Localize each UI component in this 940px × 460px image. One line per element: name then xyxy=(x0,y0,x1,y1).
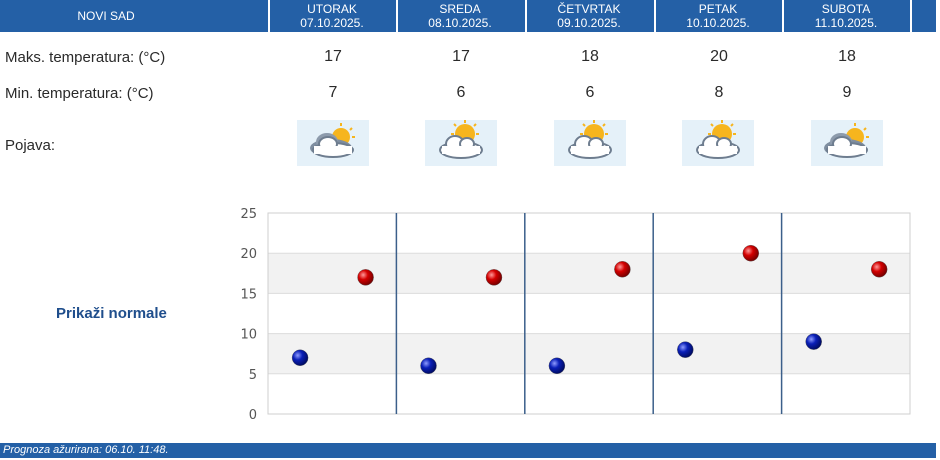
max-temp-value: 20 xyxy=(710,48,728,65)
min-temp-marker xyxy=(291,349,309,366)
day-date: 07.10.2025. xyxy=(300,16,364,30)
max-temp-marker xyxy=(485,269,503,286)
plot-band xyxy=(268,333,910,374)
min-temp-marker xyxy=(420,357,437,374)
day-name: PETAK xyxy=(698,2,738,16)
day-name: UTORAK xyxy=(307,2,357,16)
plot-frame xyxy=(267,212,911,415)
min-temp-value: 8 xyxy=(714,84,724,101)
min-temp-value: 6 xyxy=(456,84,466,101)
day-name: SUBOTA xyxy=(821,2,871,16)
partly-sunny-icon xyxy=(425,120,497,166)
y-tick-label: 20 xyxy=(240,247,257,262)
y-tick-label: 15 xyxy=(240,287,257,302)
max-temp-value: 17 xyxy=(324,48,342,65)
max-temp-marker xyxy=(742,244,759,262)
phenomenon-label: Pojava: xyxy=(5,137,56,154)
day-header-2: ČETVRTAK 09.10.2025. xyxy=(525,0,651,32)
partly-sunny-icon xyxy=(554,120,626,166)
day-header-4: SUBOTA 11.10.2025. xyxy=(782,0,908,32)
plot-band xyxy=(268,253,910,294)
max-temp-value: 18 xyxy=(838,48,856,65)
day-date: 09.10.2025. xyxy=(557,16,621,30)
forecast-updated: Prognoza ažurirana: 06.10. 11:48. xyxy=(0,443,936,458)
min-temp-marker xyxy=(548,357,566,374)
plot-band xyxy=(268,373,910,414)
max-temp-value: 17 xyxy=(452,48,470,65)
city-name: NOVI SAD xyxy=(77,9,135,23)
min-temp-marker xyxy=(805,333,822,350)
forecast-header: NOVI SAD UTORAK 07.10.2025. SREDA 08.10.… xyxy=(0,0,936,32)
min-temp-value: 7 xyxy=(328,84,338,101)
day-name: ČETVRTAK xyxy=(557,2,621,16)
partly-cloudy-icon xyxy=(297,120,369,166)
max-temp-marker xyxy=(614,261,631,278)
partly-cloudy-icon xyxy=(811,120,883,166)
plot-band xyxy=(268,293,910,334)
min-temp-value: 6 xyxy=(585,84,595,101)
y-tick-label: 10 xyxy=(240,328,257,343)
day-header-3: PETAK 10.10.2025. xyxy=(654,0,780,32)
day-name: SREDA xyxy=(439,2,481,16)
y-tick-label: 25 xyxy=(240,207,257,222)
y-tick-label: 5 xyxy=(249,368,257,383)
min-temp-label: Min. temperatura: (°C) xyxy=(5,85,154,102)
max-temp-label: Maks. temperatura: (°C) xyxy=(5,49,166,66)
day-date: 08.10.2025. xyxy=(428,16,492,30)
max-temp-value: 18 xyxy=(581,48,599,65)
min-temp-value: 9 xyxy=(842,84,852,101)
plot-band xyxy=(268,213,910,254)
max-temp-marker xyxy=(870,261,888,278)
min-temp-marker xyxy=(677,341,694,358)
y-tick-label: 0 xyxy=(249,408,257,423)
day-date: 11.10.2025. xyxy=(814,16,878,30)
day-date: 10.10.2025. xyxy=(686,16,750,30)
header-divider xyxy=(910,0,912,32)
partly-sunny-icon xyxy=(682,120,754,166)
max-temp-marker xyxy=(357,269,374,286)
day-header-1: SREDA 08.10.2025. xyxy=(396,0,522,32)
show-normals-link[interactable]: Prikaži normale xyxy=(56,305,167,322)
temperature-chart: 0 5 10 15 20 25 xyxy=(240,207,911,423)
day-header-0: UTORAK 07.10.2025. xyxy=(268,0,394,32)
